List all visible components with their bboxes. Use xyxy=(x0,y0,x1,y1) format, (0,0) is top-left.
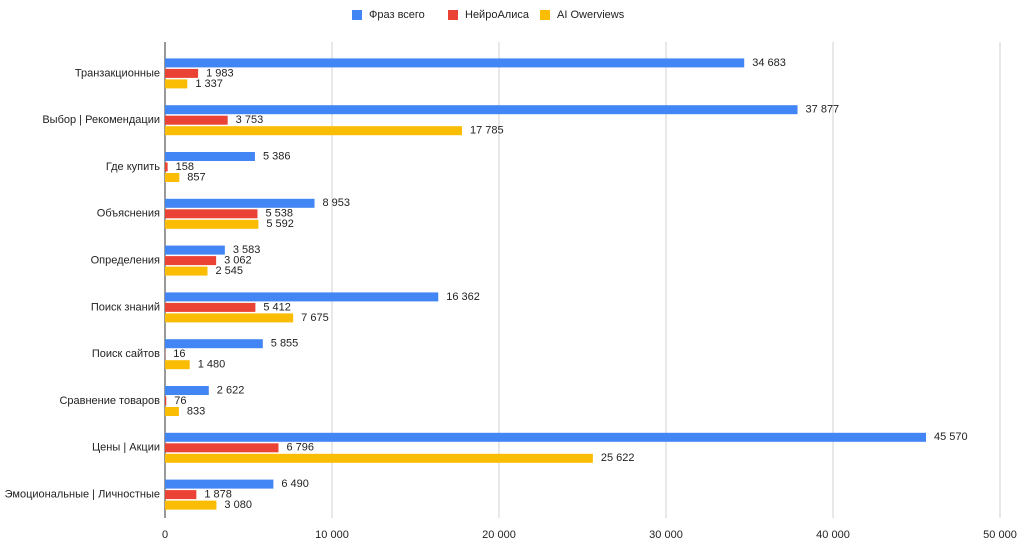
bar xyxy=(165,68,199,78)
value-label: 16 xyxy=(173,348,185,360)
legend-label: Фраз всего xyxy=(369,9,425,21)
bar xyxy=(165,292,439,302)
bar xyxy=(165,115,228,125)
bar xyxy=(165,58,745,68)
legend-swatch xyxy=(352,10,362,20)
bar xyxy=(165,339,263,349)
value-label: 833 xyxy=(187,405,205,417)
bar xyxy=(165,490,197,500)
value-label: 3 753 xyxy=(236,114,264,126)
x-tick-label: 0 xyxy=(162,529,168,541)
value-label: 34 683 xyxy=(752,57,786,69)
value-label: 25 622 xyxy=(601,452,635,464)
value-label: 8 953 xyxy=(323,197,351,209)
x-tick-label: 50 000 xyxy=(983,529,1017,541)
value-label: 5 855 xyxy=(271,338,299,350)
value-label: 5 538 xyxy=(265,208,293,220)
value-label: 1 480 xyxy=(198,359,226,371)
legend-swatch xyxy=(540,10,550,20)
value-label: 7 675 xyxy=(301,312,329,324)
value-label: 1 878 xyxy=(204,489,232,501)
y-tick-label: Выбор | Рекомендации xyxy=(42,114,160,126)
bar xyxy=(165,396,167,406)
bar xyxy=(165,407,179,416)
value-label: 5 592 xyxy=(266,218,294,230)
x-tick-label: 20 000 xyxy=(482,529,516,541)
bar xyxy=(165,79,188,89)
bar xyxy=(165,360,190,370)
bar xyxy=(165,386,209,395)
bar xyxy=(165,173,180,182)
y-tick-label: Сравнение товаров xyxy=(59,395,160,407)
x-tick-label: 40 000 xyxy=(816,529,850,541)
y-tick-label: Эмоциональные | Личностные xyxy=(5,489,160,501)
legend-swatch xyxy=(448,10,458,20)
y-tick-label: Где купить xyxy=(106,161,160,173)
bar xyxy=(165,152,255,161)
value-label: 3 583 xyxy=(233,244,261,256)
x-tick-label: 10 000 xyxy=(315,529,349,541)
value-label: 16 362 xyxy=(446,291,480,303)
bar xyxy=(165,500,217,510)
value-label: 1 983 xyxy=(206,67,234,79)
value-label: 857 xyxy=(187,171,205,183)
bar xyxy=(165,219,259,229)
value-label: 5 386 xyxy=(263,150,291,162)
y-tick-label: Поиск знаний xyxy=(91,301,160,313)
bar xyxy=(165,432,927,442)
value-label: 158 xyxy=(176,161,194,173)
bar xyxy=(165,479,274,489)
bar xyxy=(165,105,798,115)
y-tick-label: Цены | Акции xyxy=(92,442,160,454)
value-label: 1 337 xyxy=(195,78,223,90)
bar xyxy=(165,245,225,255)
bar xyxy=(165,209,258,219)
value-label: 3 080 xyxy=(224,499,252,511)
value-label: 6 490 xyxy=(281,478,309,490)
bar xyxy=(165,256,217,266)
bar xyxy=(165,198,315,208)
value-label: 3 062 xyxy=(224,255,252,267)
y-tick-label: Транзакционные xyxy=(75,67,160,79)
bar xyxy=(165,302,256,312)
y-tick-label: Поиск сайтов xyxy=(92,348,160,360)
value-label: 2 622 xyxy=(217,384,245,396)
value-label: 37 877 xyxy=(806,104,840,116)
y-tick-label: Определения xyxy=(91,255,160,267)
value-label: 2 545 xyxy=(216,265,244,277)
x-tick-label: 30 000 xyxy=(649,529,683,541)
value-label: 45 570 xyxy=(934,431,968,443)
bar xyxy=(165,313,294,323)
value-label: 76 xyxy=(174,395,186,407)
value-label: 5 412 xyxy=(263,301,291,313)
value-label: 17 785 xyxy=(470,125,504,137)
legend-label: AI Owerviews xyxy=(557,9,625,21)
legend-label: НейроАлиса xyxy=(465,9,530,21)
y-tick-label: Объяснения xyxy=(97,208,160,220)
bar xyxy=(165,443,279,453)
bar xyxy=(165,453,593,463)
bar xyxy=(165,162,168,172)
bar xyxy=(165,126,463,136)
value-label: 6 796 xyxy=(286,442,314,454)
bar xyxy=(165,266,208,276)
